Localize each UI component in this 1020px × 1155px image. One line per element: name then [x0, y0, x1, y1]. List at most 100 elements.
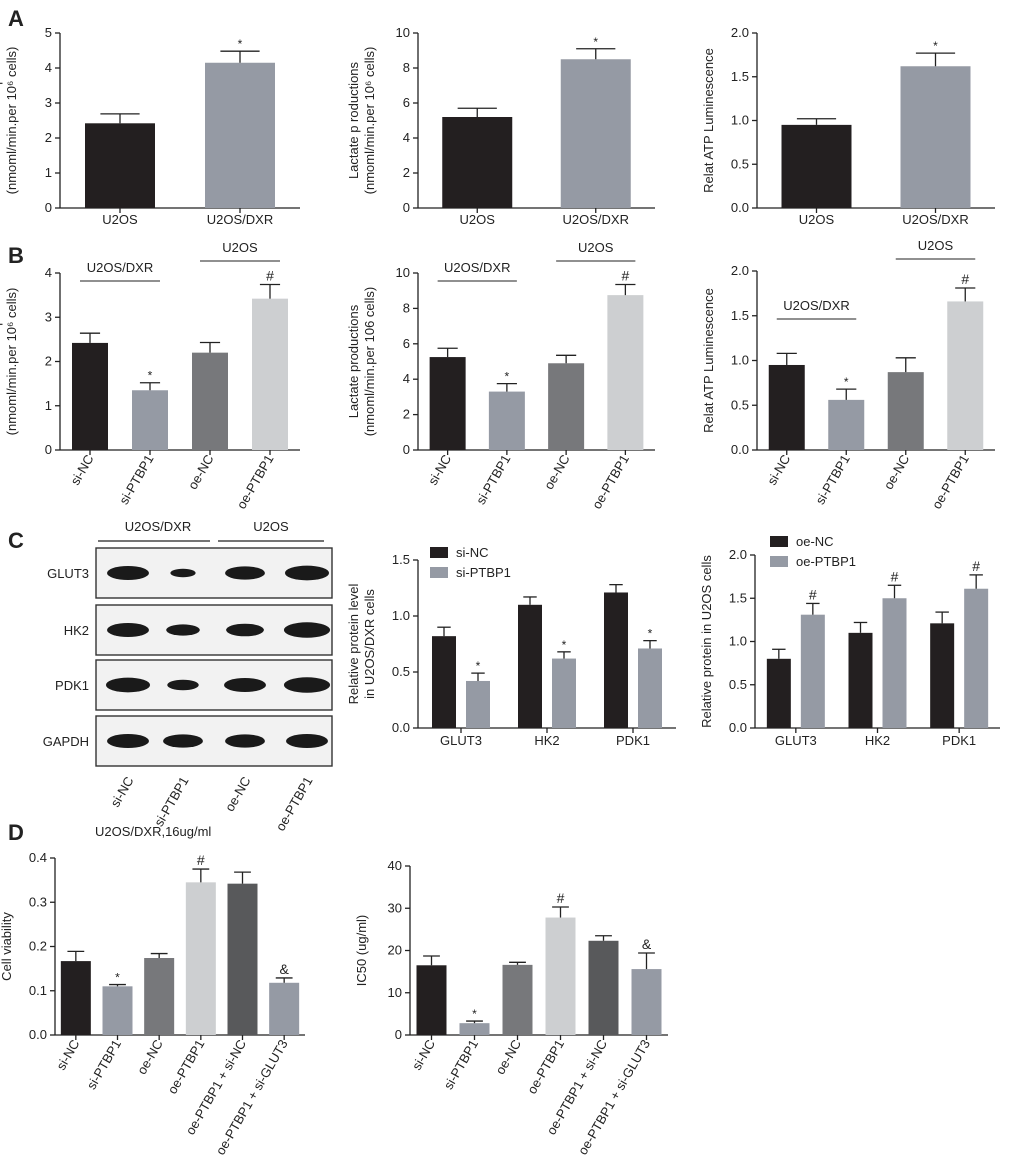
- x-tick-label: GLUT3: [440, 733, 482, 748]
- y-tick-label: 2.0: [729, 547, 747, 562]
- y-tick-label: 4: [45, 60, 52, 75]
- y-axis-label: (nmoml/min.per 10⁶ cells): [362, 47, 377, 195]
- bar: [488, 391, 525, 450]
- bar: [132, 390, 168, 450]
- x-tick-label: U2OS: [799, 212, 835, 227]
- x-tick-label: HK2: [534, 733, 559, 748]
- bar: [638, 648, 662, 728]
- x-tick-label: PDK1: [942, 733, 976, 748]
- blot-band: [283, 622, 331, 638]
- x-tick-label: U2OS/DXR: [207, 212, 273, 227]
- bar: [545, 917, 576, 1035]
- y-tick-label: 0.5: [392, 664, 410, 679]
- y-tick-label: 5: [45, 25, 52, 40]
- bar: [416, 965, 447, 1035]
- x-tick-label: HK2: [865, 733, 890, 748]
- bar: [560, 59, 631, 208]
- significance-mark: *: [148, 369, 153, 383]
- y-tick-label: 6: [403, 336, 410, 351]
- y-axis-label: (nmoml/min.per 106 cells): [362, 287, 377, 437]
- chart-3: 0.0 0.5 1.0 1.5 2.0 Relat ATP Luminescence U2O…: [701, 25, 995, 227]
- chart-5: 0 2 4 6 8 10 Lactate productions (nmoml/min.per…: [346, 240, 655, 511]
- bar: [269, 982, 300, 1035]
- y-tick-label: 2: [45, 130, 52, 145]
- bar: [85, 123, 155, 208]
- legend-label: oe-PTBP1: [796, 554, 856, 569]
- bar: [502, 964, 533, 1035]
- group-label: U2OS/DXR: [444, 260, 510, 275]
- bar: [887, 372, 924, 450]
- y-tick-label: 4: [45, 265, 52, 280]
- group-label: U2OS: [222, 240, 258, 255]
- significance-mark: #: [891, 568, 899, 584]
- y-tick-label: 0.0: [731, 442, 749, 457]
- y-axis-label: Lactate productions: [346, 304, 361, 418]
- x-tick-label: si-NC: [425, 452, 454, 488]
- x-tick-label: oe-PTBP1 + si-GLUT3: [213, 1037, 291, 1155]
- bar: [900, 66, 971, 208]
- x-tick-label: si-PTBP1: [116, 452, 156, 507]
- significance-mark: *: [505, 370, 510, 384]
- blot-band: [225, 734, 265, 748]
- x-tick-label: si-PTBP1: [441, 1037, 481, 1092]
- chart-10: 0 10 20 30 40 IC50 (ug/ml) si-NC * si-PTBP1 oe-NC…: [354, 858, 668, 1155]
- bar: [442, 117, 513, 208]
- bar: [588, 940, 619, 1035]
- y-tick-label: 10: [396, 25, 410, 40]
- y-tick-label: 0: [395, 1027, 402, 1042]
- bar: [144, 958, 175, 1035]
- y-tick-label: 2: [403, 165, 410, 180]
- bar: [607, 295, 644, 450]
- bar: [429, 357, 466, 450]
- significance-mark: #: [266, 268, 274, 284]
- group-label: U2OS/DXR: [87, 260, 153, 275]
- blot-lane-label: oe-PTBP1: [273, 774, 316, 833]
- legend-swatch: [430, 547, 448, 558]
- bar: [604, 592, 628, 728]
- y-tick-label: 1.0: [731, 353, 749, 368]
- y-tick-label: 8: [403, 60, 410, 75]
- y-tick-label: 0: [403, 442, 410, 457]
- y-tick-label: 0.5: [729, 677, 747, 692]
- x-tick-label: si-PTBP1: [812, 452, 852, 507]
- group-label: U2OS/DXR: [783, 298, 849, 313]
- y-tick-label: 2.0: [731, 263, 749, 278]
- y-axis-label: Lactate p roductions: [346, 61, 361, 179]
- x-tick-label: si-NC: [67, 452, 96, 488]
- legend-label: si-NC: [456, 545, 489, 560]
- bar: [192, 352, 228, 450]
- bar: [102, 986, 133, 1035]
- significance-mark: *: [593, 35, 598, 49]
- blot-band: [286, 734, 328, 748]
- blot-group-label: U2OS: [253, 519, 289, 534]
- significance-mark: *: [476, 659, 481, 673]
- x-tick-label: U2OS: [460, 212, 496, 227]
- significance-mark: #: [197, 852, 205, 868]
- y-axis-label: Relative protein in U2OS cells: [699, 555, 714, 728]
- y-tick-label: 0.1: [29, 983, 47, 998]
- y-tick-label: 1.0: [392, 608, 410, 623]
- significance-mark: *: [472, 1007, 477, 1021]
- y-tick-label: 40: [388, 858, 402, 873]
- significance-mark: *: [238, 37, 243, 51]
- y-tick-label: 0.0: [731, 200, 749, 215]
- y-axis-label: in U2OS/DXR cells: [362, 589, 377, 699]
- bar: [766, 658, 791, 728]
- bar: [964, 588, 989, 728]
- blot-lane-label: oe-NC: [222, 774, 254, 814]
- y-tick-label: 3: [45, 309, 52, 324]
- y-tick-label: 4: [403, 371, 410, 386]
- y-tick-label: 0.0: [729, 720, 747, 735]
- bar: [800, 614, 825, 728]
- y-tick-label: 1.5: [729, 590, 747, 605]
- panel-label-b: B: [8, 243, 24, 268]
- blot-band: [226, 623, 264, 637]
- bar: [548, 363, 585, 450]
- x-tick-label: si-PTBP1: [84, 1037, 124, 1092]
- bar: [60, 961, 91, 1035]
- y-tick-label: 0.2: [29, 939, 47, 954]
- bar: [552, 658, 576, 728]
- bar: [459, 1023, 490, 1035]
- panel-label-c: C: [8, 528, 24, 553]
